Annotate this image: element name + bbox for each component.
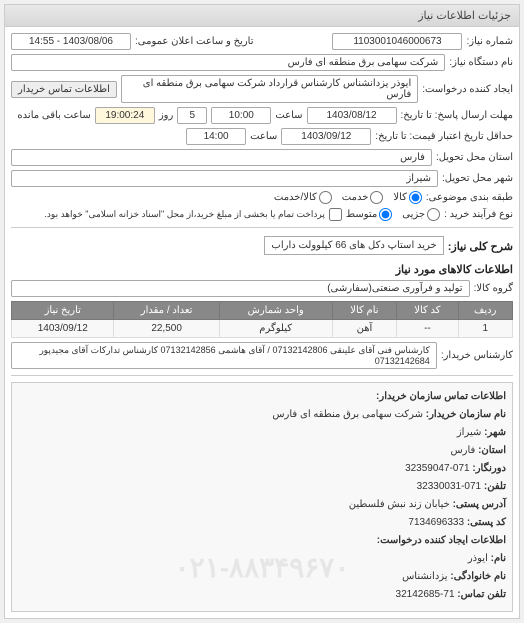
city-value: شیراز (11, 170, 438, 187)
creator-title: اطلاعات ایجاد کننده درخواست: (18, 533, 506, 549)
family-value: یزدانشناس (402, 571, 448, 582)
time-label-1: ساعت (275, 110, 302, 121)
th-5: تاریخ نیاز (12, 302, 114, 320)
validity-date: 1403/09/12 (281, 128, 371, 145)
row-requester: ایجاد کننده درخواست: ایوذر یزدانشناس کار… (11, 75, 513, 103)
row-packing: طبقه بندی موضوعی: کالا خدمت کالا/خدمت (11, 191, 513, 204)
td-2: آهن (332, 320, 397, 338)
th-2: نام کالا (332, 302, 397, 320)
postal-value: 7134696333 (408, 517, 464, 528)
announce-value: 1403/08/06 - 14:55 (11, 33, 131, 50)
time-label-2: ساعت (250, 131, 277, 142)
th-3: واحد شمارش (219, 302, 332, 320)
deadline-date: 1403/08/12 (307, 107, 397, 124)
purchase-radio-1[interactable]: متوسط (346, 208, 392, 221)
org-label: نام سازمان خریدار: (426, 409, 506, 420)
row-buyer-expert: کارشناس خریدار: کارشناس فنی آقای علینقی … (11, 342, 513, 369)
goods-group-label: گروه کالا: (474, 283, 513, 294)
row-number: شماره نیاز: 1103001046000673 تاریخ و ساع… (11, 33, 513, 50)
buyer-expert-label: کارشناس خریدار: (441, 350, 513, 361)
treasury-checkbox[interactable] (329, 208, 342, 221)
details-panel: جزئیات اطلاعات نیاز شماره نیاز: 11030010… (4, 4, 520, 619)
creator-value: شرکت سهامی برق منطقه ای فارس (11, 54, 445, 71)
goods-group-value: تولید و فرآوری صنعتی(سفارشی) (11, 280, 470, 297)
td-0: 1 (458, 320, 512, 338)
td-5: 1403/09/12 (12, 320, 114, 338)
address-label: آدرس پستی: (453, 499, 506, 510)
requester-label: ایجاد کننده درخواست: (422, 84, 513, 95)
c-city-label: شهر: (484, 427, 506, 438)
province-label: استان محل تحویل: (436, 152, 513, 163)
purchase-note: پرداخت تمام یا بخشی از مبلغ خرید،از محل … (44, 209, 324, 220)
name-value: ایوذر (468, 553, 488, 564)
name-label: نام: (491, 553, 506, 564)
contact-buyer-button[interactable]: اطلاعات تماس خریدار (11, 81, 117, 98)
desc-text: خرید استاپ دکل های 66 کیلوولت داراب (264, 236, 443, 255)
packing-label: طبقه بندی موضوعی: (426, 192, 513, 203)
contact-block: اطلاعات تماس سازمان خریدار: نام سازمان خ… (11, 382, 513, 612)
td-1: -- (397, 320, 458, 338)
days-value: 5 (177, 107, 207, 124)
td-4: 22,500 (114, 320, 219, 338)
desc-title: شرح کلی نیاز: (448, 240, 513, 253)
fax-value: 071-32359047 (405, 463, 470, 474)
org-value: شرکت سهامی برق منطقه ای فارس (272, 409, 423, 420)
packing-radio-group: کالا خدمت کالا/خدمت (274, 191, 422, 204)
packing-radio-0[interactable]: کالا (393, 191, 422, 204)
city-label: شهر محل تحویل: (442, 173, 513, 184)
phone-value: 071-32330031 (417, 481, 482, 492)
buyer-expert-text: کارشناس فنی آقای علینقی 07132142806 / آق… (11, 342, 437, 369)
row-validity: حداقل تاریخ اعتبار قیمت: تا تاریخ: 1403/… (11, 128, 513, 145)
row-deadline: مهلت ارسال پاسخ: تا تاریخ: 1403/08/12 سا… (11, 107, 513, 124)
panel-title: جزئیات اطلاعات نیاز (5, 5, 519, 27)
packing-radio-2[interactable]: کالا/خدمت (274, 191, 332, 204)
province-value: فارس (11, 149, 432, 166)
purchase-label: نوع فرآیند خرید : (444, 209, 513, 220)
row-desc: شرح کلی نیاز: خرید استاپ دکل های 66 کیلو… (11, 234, 513, 257)
row-city: شهر محل تحویل: شیراز (11, 170, 513, 187)
row-purchase: نوع فرآیند خرید : جزیی متوسط پرداخت تمام… (11, 208, 513, 221)
announce-label: تاریخ و ساعت اعلان عمومی: (135, 36, 254, 47)
number-label: شماره نیاز: (466, 36, 513, 47)
row-creator: نام دستگاه نیاز: شرکت سهامی برق منطقه ای… (11, 54, 513, 71)
row-goods-group: گروه کالا: تولید و فرآوری صنعتی(سفارشی) (11, 280, 513, 297)
th-4: تعداد / مقدار (114, 302, 219, 320)
deadline-label: مهلت ارسال پاسخ: تا تاریخ: (401, 110, 513, 121)
purchase-radio-group: جزیی متوسط (346, 208, 440, 221)
deadline-time: 10:00 (211, 107, 271, 124)
table-header-row: ردیف کد کالا نام کالا واحد شمارش تعداد /… (12, 302, 513, 320)
tel-value: 71-32142685 (396, 589, 455, 600)
packing-radio-1[interactable]: خدمت (342, 191, 384, 204)
contact-title: اطلاعات تماس سازمان خریدار: (18, 389, 506, 405)
family-label: نام خانوادگی: (450, 571, 506, 582)
goods-title: اطلاعات کالاهای مورد نیاز (11, 263, 513, 276)
goods-table: ردیف کد کالا نام کالا واحد شمارش تعداد /… (11, 301, 513, 338)
td-3: کیلوگرم (219, 320, 332, 338)
row-province: استان محل تحویل: فارس (11, 149, 513, 166)
remain-value: 19:00:24 (95, 107, 155, 124)
c-province-label: استان: (478, 445, 506, 456)
purchase-radio-0[interactable]: جزیی (402, 208, 440, 221)
c-province-value: فارس (450, 445, 475, 456)
panel-content: شماره نیاز: 1103001046000673 تاریخ و ساع… (5, 27, 519, 618)
creator-label: نام دستگاه نیاز: (449, 57, 513, 68)
tel-label: تلفن تماس: (457, 589, 506, 600)
c-city-value: شیراز (457, 427, 482, 438)
address-value: خیابان زند نبش فلسطین (349, 499, 450, 510)
phone-label: تلفن: (484, 481, 506, 492)
postal-label: کد پستی: (467, 517, 506, 528)
validity-time: 14:00 (186, 128, 246, 145)
remain-label: ساعت باقی مانده (17, 110, 90, 121)
requester-value: ایوذر یزدانشناس کارشناس قرارداد شرکت سها… (121, 75, 418, 103)
th-1: کد کالا (397, 302, 458, 320)
validity-label: حداقل تاریخ اعتبار قیمت: تا تاریخ: (375, 131, 513, 142)
fax-label: دورنگار: (472, 463, 506, 474)
day-label: روز (159, 110, 174, 121)
number-value: 1103001046000673 (332, 33, 462, 50)
th-0: ردیف (458, 302, 512, 320)
table-row: 1 -- آهن کیلوگرم 22,500 1403/09/12 (12, 320, 513, 338)
